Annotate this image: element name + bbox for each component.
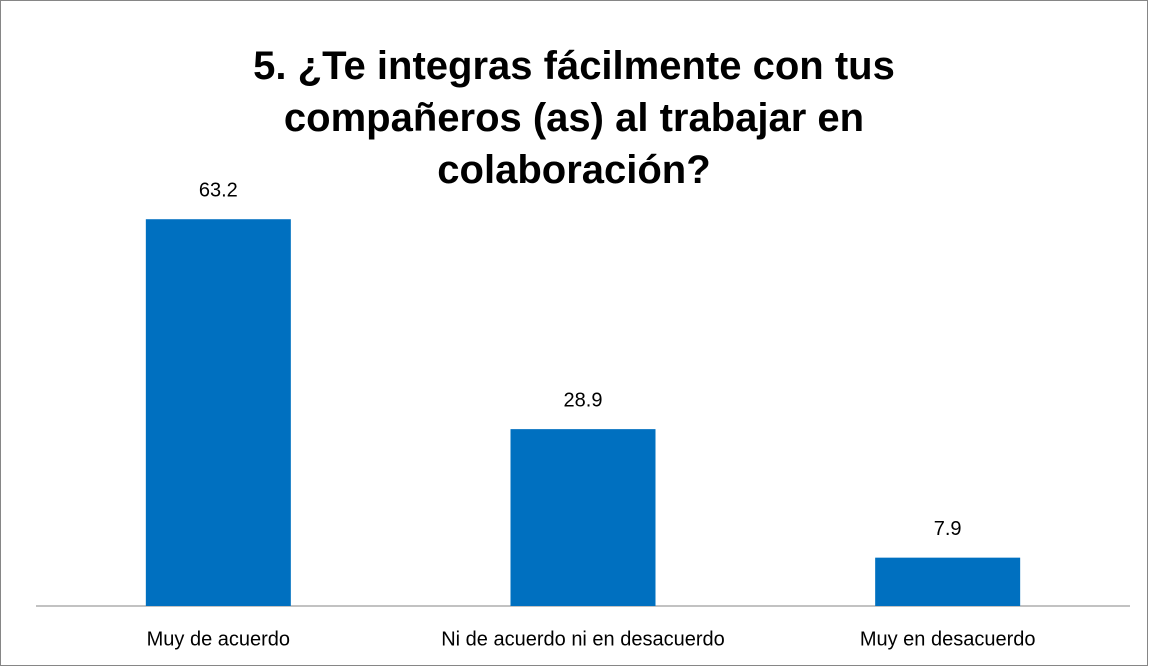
- x-tick-label: Muy de acuerdo: [147, 628, 290, 650]
- data-label: 63.2: [199, 179, 238, 201]
- bar: [145, 219, 291, 606]
- x-tick-label: Muy en desacuerdo: [860, 628, 1036, 650]
- data-label: 28.9: [564, 389, 603, 411]
- chart-title: 5. ¿Te integras fácilmente con tus compa…: [253, 44, 895, 192]
- bar: [875, 557, 1021, 606]
- data-label: 7.9: [934, 518, 962, 540]
- bar: [510, 429, 656, 606]
- x-tick-label: Ni de acuerdo ni en desacuerdo: [441, 628, 725, 650]
